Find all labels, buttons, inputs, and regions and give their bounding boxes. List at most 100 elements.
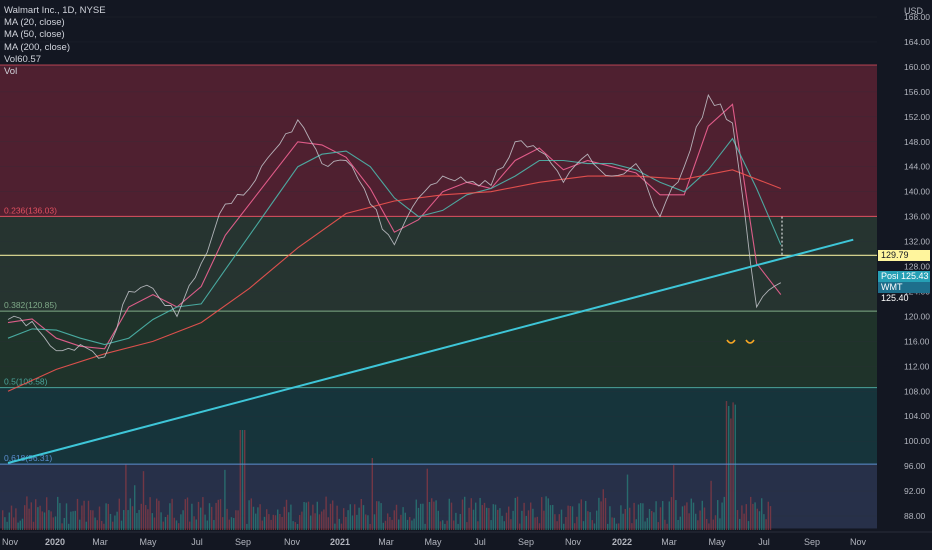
volume-bar [41,511,43,530]
volume-bar [316,501,318,530]
volume-bar [323,509,325,530]
volume-bar [532,508,534,530]
volume-bar [85,521,87,530]
volume-bar [24,505,26,530]
volume-bar [13,517,15,530]
fib-band-1 [0,216,877,312]
volume-bar [589,512,591,530]
volume-bar [472,509,475,530]
volume-bar [404,512,406,530]
volume-bar [233,517,235,530]
volume-bar [384,520,387,530]
price-tag-symbol-value: 125.40 [881,293,909,304]
volume-bar [4,517,6,530]
volume-bar [376,501,378,530]
volume-bar [644,521,646,530]
fib-label-0: 0.236(136.03) [4,205,57,215]
volume-bar [277,509,279,530]
volume-bar [710,480,712,530]
volume-bar [160,512,162,530]
volume-bar [68,523,70,530]
volume-bar [767,501,769,530]
volume-bar [758,511,761,530]
volume-bar [448,498,450,530]
volume-bar [677,519,679,530]
time-axis[interactable]: Nov 2020 Mar May Jul Sep Nov 2021 Mar May Jul Sep No… [0,531,932,550]
price-axis-tick-5: 148.00 [904,137,930,147]
price-axis[interactable]: 168.00 164.00 160.00 156.00 152.00 148.00 144.… [877,0,932,535]
volume-bar [310,515,312,530]
volume-bar [382,522,384,530]
volume-bar [426,468,428,530]
volume-bar [712,519,714,530]
volume-bar [173,517,175,530]
volume-bar [681,506,684,530]
volume-bar [723,496,725,530]
time-axis-label-4: Jul [191,537,203,547]
trendline[interactable] [7,238,854,464]
volume-bar [283,506,285,530]
volume-bar [763,514,765,530]
price-axis-tick-13: 116.00 [904,336,930,346]
volume-bar [153,517,156,530]
volume-bar [637,504,640,530]
volume-bar [699,510,701,530]
volume-bar [30,502,32,530]
volume-bar [257,507,259,530]
volume-bar [756,508,758,530]
volume-bar [92,510,94,530]
volume-bar [435,500,437,530]
volume-bar [57,496,59,530]
volume-bar [582,521,585,530]
volume-bar [63,517,65,530]
volume-bar [292,521,294,530]
volume-bar [505,512,508,530]
volume-bar [417,507,420,530]
price-axis-tick-4: 152.00 [904,112,930,122]
volume-bar [754,502,756,530]
volume-bar [479,497,481,530]
legend-ma200[interactable]: MA (200, close) [4,41,70,53]
price-tag-position-value: 125.43 [901,270,929,281]
legend-vol[interactable]: Vol60.57 [4,54,106,66]
volume-bar [109,513,112,530]
volume-bar [651,510,653,530]
volume-bar [354,504,356,530]
volume-bar [666,523,668,530]
volume-bar [50,511,52,530]
legend-vol-2[interactable]: Vol [4,66,18,78]
volume-bar [314,513,316,530]
volume-bar [769,506,772,530]
volume-bar [217,499,219,530]
volume-bar [226,508,228,530]
volume-bar [629,507,631,530]
volume-bar [490,520,492,530]
volume-bar [178,523,180,530]
volume-bar [246,523,248,530]
volume-bar [444,523,446,530]
volume-bar [620,505,622,530]
ma-series-0 [7,103,782,350]
volume-bar [659,507,662,530]
legend-ma50[interactable]: MA (50, close) [4,29,65,41]
volume-bar [679,516,681,530]
legend-ma20[interactable]: MA (20, close) [4,17,65,29]
time-axis-label-0: Nov [2,537,19,547]
volume-bar [453,520,455,530]
price-axis-tick-8: 136.00 [904,212,930,222]
volume-bar [730,418,732,530]
volume-bar [739,518,741,530]
price-tag-last-label: 129.79 [881,249,909,260]
legend-title[interactable]: Walmart Inc., 1D, NYSE [4,5,106,16]
volume-bar [708,523,710,530]
volume-bar [248,500,250,530]
volume-bar [39,505,41,530]
volume-bar [358,507,360,530]
ma-series-1 [7,137,782,346]
price-axis-tick-17: 100.00 [904,436,930,446]
volume-bar [334,523,336,530]
volume-bar [263,516,266,530]
volume-bar [618,523,620,530]
volume-bar [640,503,642,530]
